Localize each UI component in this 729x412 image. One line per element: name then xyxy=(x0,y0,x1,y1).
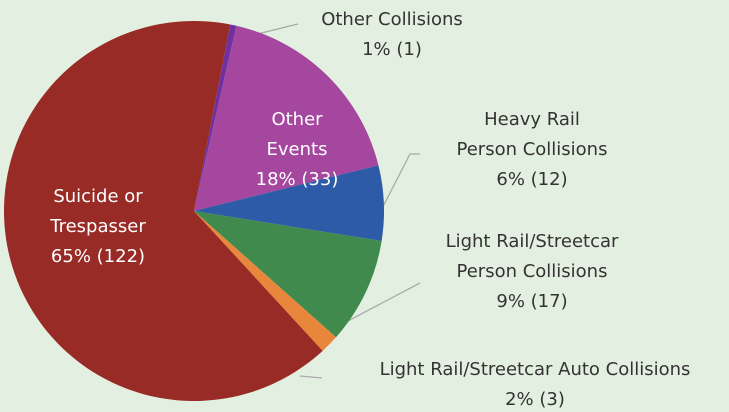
slice-label: Other Collisions xyxy=(321,9,463,30)
value-label: 2% (3) xyxy=(505,389,565,410)
value-label: 6% (12) xyxy=(496,169,567,190)
pie-slice xyxy=(194,25,379,211)
pie-slice xyxy=(194,24,237,212)
pie-slice xyxy=(194,211,382,338)
pie-slice xyxy=(194,211,336,351)
value-label: 18% (33) xyxy=(256,169,339,190)
value-label: 1% (1) xyxy=(362,39,422,60)
slice-label: Suicide or Trespasser xyxy=(49,186,146,237)
slice-label: Light Rail/Streetcar Auto Collisions xyxy=(380,359,691,380)
leader-line xyxy=(299,375,323,379)
slice-label: Other Events xyxy=(267,109,328,160)
slice-label: Heavy Rail Person Collisions xyxy=(457,109,608,160)
leader-line xyxy=(345,282,421,323)
value-label: 65% (122) xyxy=(51,246,145,267)
pie-slice xyxy=(194,165,384,242)
leader-line xyxy=(371,153,420,229)
pie-slice xyxy=(3,20,323,401)
slice-label: Light Rail/Streetcar Person Collisions xyxy=(446,231,619,282)
value-label: 9% (17) xyxy=(496,291,567,312)
